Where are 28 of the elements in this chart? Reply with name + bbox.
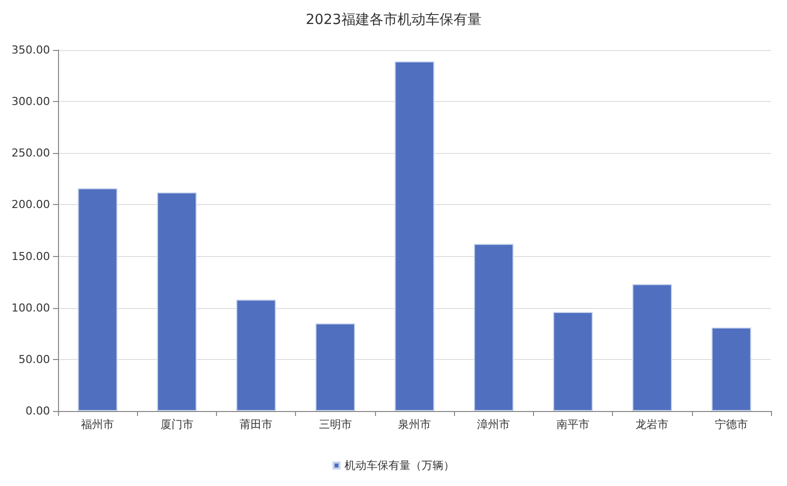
legend-label: 机动车保有量（万辆） — [344, 459, 454, 472]
y-tick-label: 0.00 — [26, 404, 50, 418]
bar — [315, 323, 356, 411]
y-tick-label: 250.00 — [12, 146, 50, 160]
x-tick-label: 莆田市 — [240, 418, 273, 431]
x-tick-label: 龙岩市 — [636, 418, 669, 431]
bar — [474, 244, 514, 411]
x-tick-label: 三明市 — [318, 418, 352, 431]
y-tick-label: 50.00 — [18, 352, 50, 366]
bar — [553, 312, 593, 411]
bar — [78, 188, 118, 411]
y-tick-label: 300.00 — [12, 95, 50, 108]
x-tick-label: 泉州市 — [398, 418, 431, 431]
bar — [394, 61, 434, 411]
bar — [712, 327, 752, 411]
x-tick-label: 漳州市 — [477, 418, 510, 431]
x-tick-label: 宁德市 — [714, 418, 748, 431]
y-tick-label: 150.00 — [12, 250, 50, 263]
bar — [632, 284, 672, 411]
x-tick-label: 厦门市 — [160, 418, 194, 431]
x-tick-label: 南平市 — [556, 418, 590, 431]
bar — [157, 192, 197, 411]
y-tick-label: 350.00 — [12, 44, 50, 56]
y-tick-label: 200.00 — [12, 198, 50, 212]
bar — [236, 300, 276, 411]
x-tick-label: 福州市 — [81, 418, 114, 431]
y-tick-label: 100.00 — [12, 301, 50, 314]
chart-title: 2023福建各市机动车保有量 — [306, 12, 482, 28]
